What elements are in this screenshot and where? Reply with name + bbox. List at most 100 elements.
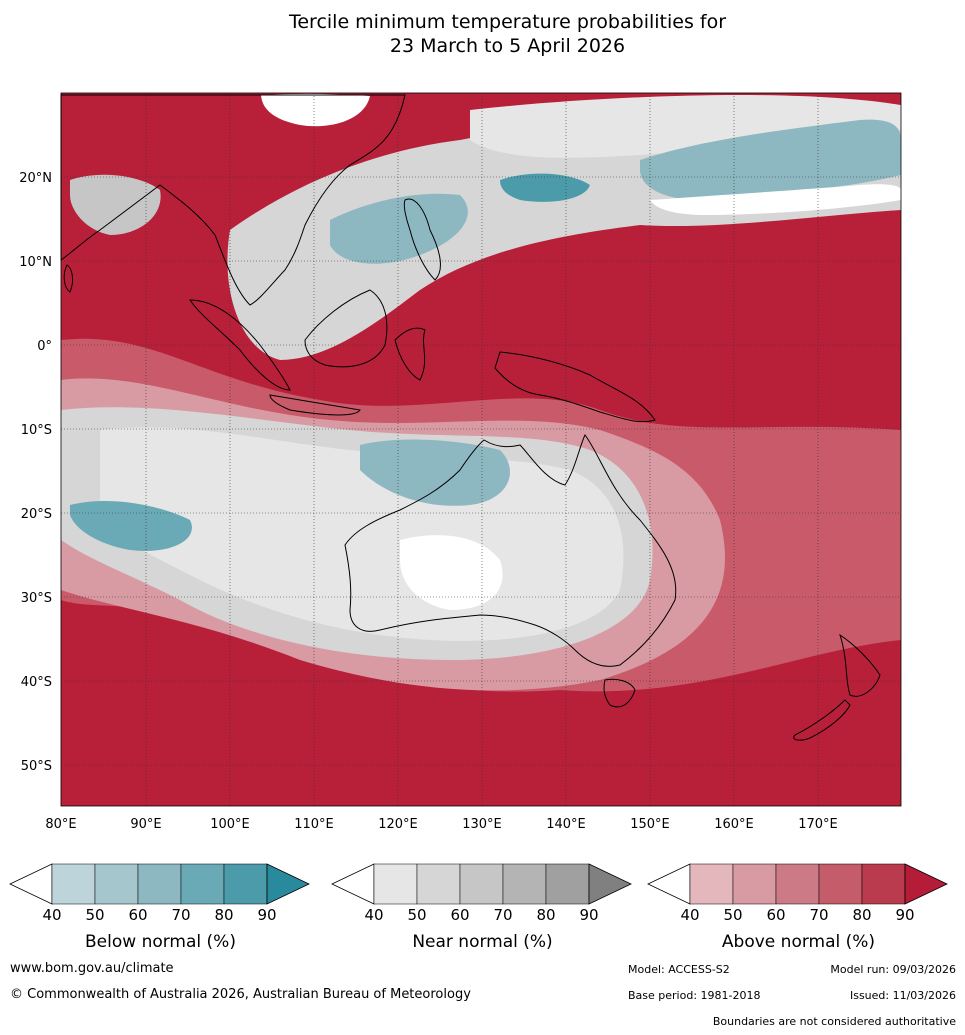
java-coastline bbox=[269, 394, 361, 416]
lon-label-110e: 110°E bbox=[294, 817, 334, 832]
lat-label-30s: 30°S bbox=[21, 591, 52, 606]
below-normal-band-timor bbox=[360, 439, 510, 506]
latitude-labels: 20°N 10°N 0° 10°S 20°S 30°S 40°S 50°S bbox=[19, 171, 52, 774]
colorbar-tick-label: 80 bbox=[852, 906, 871, 920]
sulawesi-coastline bbox=[394, 327, 426, 381]
colorbar-segment bbox=[137, 863, 182, 905]
colorbar-segment bbox=[373, 863, 418, 905]
colorbar-tick-label: 80 bbox=[536, 906, 555, 920]
colorbar-title-above: Above normal (%) bbox=[721, 932, 876, 952]
colorbar-near-normal: 40 50 60 70 80 90 bbox=[331, 863, 632, 920]
colorbar-segment bbox=[545, 863, 590, 905]
map-title: Tercile minimum temperature probabilitie… bbox=[0, 10, 965, 58]
colorbar-segment bbox=[94, 863, 139, 905]
lon-label-120e: 120°E bbox=[378, 817, 418, 832]
footer-website: www.bom.gov.au/climate bbox=[10, 961, 174, 976]
colorbar-segment bbox=[459, 863, 504, 905]
new-zealand-north-coastline bbox=[839, 633, 881, 697]
colorbar-overflow-triangle bbox=[904, 863, 948, 905]
colorbar-tick-label: 90 bbox=[895, 906, 914, 920]
lat-label-50s: 50°S bbox=[21, 759, 52, 774]
colorbar-segment bbox=[416, 863, 461, 905]
tasmania-coastline bbox=[603, 678, 636, 708]
colorbar-above-normal: 40 50 60 70 80 90 bbox=[647, 863, 948, 920]
colorbar-segment bbox=[732, 863, 777, 905]
colorbar-tick-label: 70 bbox=[809, 906, 828, 920]
probability-map: 20°N 10°N 0° 10°S 20°S 30°S 40°S 50°S 80… bbox=[19, 92, 902, 832]
map-frame bbox=[60, 92, 902, 807]
colorbar-tick-label: 40 bbox=[680, 906, 699, 920]
colorbar-tick-label: 50 bbox=[723, 906, 742, 920]
below-normal-band-scs bbox=[330, 193, 468, 264]
philippines-coastline bbox=[403, 198, 441, 281]
lon-label-170e: 170°E bbox=[798, 817, 838, 832]
colorbar-tick-label: 80 bbox=[214, 906, 233, 920]
coastlines bbox=[60, 94, 881, 741]
colorbar-overflow-triangle bbox=[266, 863, 310, 905]
colorbar-title-near: Near normal (%) bbox=[412, 932, 553, 952]
sumatra-coastline bbox=[189, 299, 291, 391]
lat-label-20s: 20°S bbox=[21, 507, 52, 522]
strong-below-pacific bbox=[500, 173, 590, 202]
lon-label-80e: 80°E bbox=[45, 817, 76, 832]
colorbar-segment bbox=[223, 863, 268, 905]
colorbar-overflow-triangle bbox=[588, 863, 632, 905]
colorbar-segment bbox=[775, 863, 820, 905]
footer-model-run: Model run: 09/03/2026 bbox=[830, 963, 956, 976]
colorbar-below-normal: 40 50 60 70 80 90 bbox=[9, 863, 310, 920]
footer-model: Model: ACCESS-S2 bbox=[628, 963, 730, 976]
colorbar-segment bbox=[689, 863, 734, 905]
colorbar-tick-label: 60 bbox=[128, 906, 147, 920]
lon-label-140e: 140°E bbox=[546, 817, 586, 832]
map-field bbox=[61, 93, 901, 806]
lon-label-100e: 100°E bbox=[210, 817, 250, 832]
below-normal-band-pacific bbox=[640, 119, 901, 200]
colorbar-tick-label: 40 bbox=[42, 906, 61, 920]
near-normal-band-india bbox=[70, 174, 161, 235]
longitude-labels: 80°E 90°E 100°E 110°E 120°E 130°E 140°E … bbox=[45, 817, 837, 832]
lat-label-10s: 10°S bbox=[21, 423, 52, 438]
colorbar-tick-label: 90 bbox=[257, 906, 276, 920]
sri-lanka-coastline bbox=[63, 264, 74, 293]
colorbar-tick-label: 50 bbox=[85, 906, 104, 920]
colorbar-tick-label: 40 bbox=[364, 906, 383, 920]
lon-label-160e: 160°E bbox=[714, 817, 754, 832]
colorbar-tick-label: 70 bbox=[493, 906, 512, 920]
footer-issued: Issued: 11/03/2026 bbox=[849, 989, 956, 1002]
below-normal-band-indian bbox=[70, 500, 192, 551]
colorbar-segment bbox=[861, 863, 906, 905]
gridlines bbox=[61, 93, 901, 806]
lat-label-40s: 40°S bbox=[21, 675, 52, 690]
colorbar-segment bbox=[51, 863, 96, 905]
footer-copyright: © Commonwealth of Australia 2026, Austra… bbox=[10, 987, 471, 1002]
lat-label-10n: 10°N bbox=[19, 255, 52, 270]
colorbar-underflow-triangle bbox=[331, 863, 375, 905]
colorbar-segment bbox=[502, 863, 547, 905]
white-band-bay-of-bengal bbox=[261, 93, 370, 127]
colorbar-segment bbox=[180, 863, 225, 905]
colorbar-tick-label: 70 bbox=[171, 906, 190, 920]
borneo-coastline bbox=[304, 289, 388, 368]
lon-label-90e: 90°E bbox=[130, 817, 161, 832]
footer-base-period: Base period: 1981-2018 bbox=[628, 989, 761, 1002]
colorbar-tick-label: 60 bbox=[766, 906, 785, 920]
white-band-australia bbox=[400, 535, 503, 610]
title-line-1: Tercile minimum temperature probabilitie… bbox=[288, 11, 727, 33]
australia-coastline bbox=[344, 434, 677, 667]
colorbar-tick-label: 90 bbox=[579, 906, 598, 920]
colorbar-underflow-triangle bbox=[9, 863, 53, 905]
footer-disclaimer: Boundaries are not considered authoritat… bbox=[712, 1015, 956, 1028]
colorbar-underflow-triangle bbox=[647, 863, 691, 905]
new-guinea-coastline bbox=[494, 351, 656, 423]
lat-label-20n: 20°N bbox=[19, 171, 52, 186]
title-line-2: 23 March to 5 April 2026 bbox=[389, 35, 626, 57]
colorbar-title-below: Below normal (%) bbox=[85, 932, 236, 952]
colorbar-tick-label: 50 bbox=[407, 906, 426, 920]
colorbar-segment bbox=[818, 863, 863, 905]
white-band-north-pacific bbox=[650, 184, 901, 215]
lat-label-0: 0° bbox=[37, 339, 52, 354]
mainland-asia-coastline bbox=[60, 94, 406, 306]
lon-label-130e: 130°E bbox=[462, 817, 502, 832]
lon-label-150e: 150°E bbox=[630, 817, 670, 832]
colorbar-tick-label: 60 bbox=[450, 906, 469, 920]
